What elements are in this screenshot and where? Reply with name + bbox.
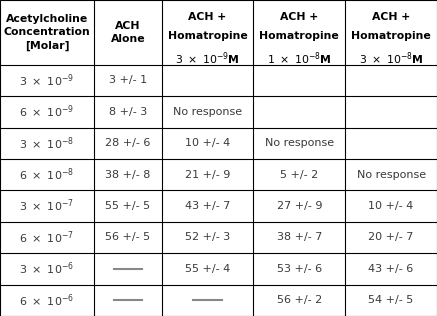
Text: $6\ \times\ 10^{-7}$: $6\ \times\ 10^{-7}$ xyxy=(20,229,74,246)
Text: Homatropine: Homatropine xyxy=(351,31,431,41)
Text: 8 +/- 3: 8 +/- 3 xyxy=(109,107,147,117)
Text: 5 +/- 2: 5 +/- 2 xyxy=(280,170,319,180)
Text: ACH +: ACH + xyxy=(280,12,319,22)
Text: $6\ \times\ 10^{-9}$: $6\ \times\ 10^{-9}$ xyxy=(19,104,75,120)
Text: Homatropine: Homatropine xyxy=(168,31,247,41)
Text: $3\ \times\ 10^{-7}$: $3\ \times\ 10^{-7}$ xyxy=(20,198,74,214)
Text: 43 +/- 6: 43 +/- 6 xyxy=(368,264,414,274)
Text: 56 +/- 5: 56 +/- 5 xyxy=(105,233,150,242)
Text: ACH
Alone: ACH Alone xyxy=(111,21,145,44)
Text: 52 +/- 3: 52 +/- 3 xyxy=(185,233,230,242)
Text: 10 +/- 4: 10 +/- 4 xyxy=(185,138,230,148)
Text: 55 +/- 5: 55 +/- 5 xyxy=(105,201,150,211)
Text: $3\ \times\ 10^{-6}$: $3\ \times\ 10^{-6}$ xyxy=(19,261,75,277)
Text: 3 +/- 1: 3 +/- 1 xyxy=(109,76,147,86)
Text: 27 +/- 9: 27 +/- 9 xyxy=(277,201,322,211)
Text: ACH +: ACH + xyxy=(372,12,410,22)
Text: 38 +/- 8: 38 +/- 8 xyxy=(105,170,150,180)
Text: Homatropine: Homatropine xyxy=(260,31,339,41)
Text: 38 +/- 7: 38 +/- 7 xyxy=(277,233,322,242)
Text: $3\ \times\ 10^{-9}$: $3\ \times\ 10^{-9}$ xyxy=(19,72,75,89)
Text: $3\ \times\ 10^{-8}$M: $3\ \times\ 10^{-8}$M xyxy=(359,51,423,67)
Text: 21 +/- 9: 21 +/- 9 xyxy=(185,170,230,180)
Text: No response: No response xyxy=(357,170,426,180)
Text: 56 +/- 2: 56 +/- 2 xyxy=(277,295,322,305)
Text: 43 +/- 7: 43 +/- 7 xyxy=(185,201,230,211)
Text: 28 +/- 6: 28 +/- 6 xyxy=(105,138,150,148)
Text: $6\ \times\ 10^{-8}$: $6\ \times\ 10^{-8}$ xyxy=(19,167,75,183)
Text: ACH +: ACH + xyxy=(188,12,227,22)
Text: $3\ \times\ 10^{-9}$M: $3\ \times\ 10^{-9}$M xyxy=(175,51,240,67)
Text: No response: No response xyxy=(265,138,334,148)
Text: 55 +/- 4: 55 +/- 4 xyxy=(185,264,230,274)
Text: 20 +/- 7: 20 +/- 7 xyxy=(368,233,414,242)
Text: 10 +/- 4: 10 +/- 4 xyxy=(368,201,414,211)
Text: 54 +/- 5: 54 +/- 5 xyxy=(368,295,414,305)
Text: 53 +/- 6: 53 +/- 6 xyxy=(277,264,322,274)
Text: $6\ \times\ 10^{-6}$: $6\ \times\ 10^{-6}$ xyxy=(19,292,75,309)
Text: $1\ \times\ 10^{-8}$M: $1\ \times\ 10^{-8}$M xyxy=(267,51,332,67)
Text: No response: No response xyxy=(173,107,242,117)
Text: $3\ \times\ 10^{-8}$: $3\ \times\ 10^{-8}$ xyxy=(19,135,75,152)
Text: Acetylcholine
Concentration
[Molar]: Acetylcholine Concentration [Molar] xyxy=(3,14,90,51)
